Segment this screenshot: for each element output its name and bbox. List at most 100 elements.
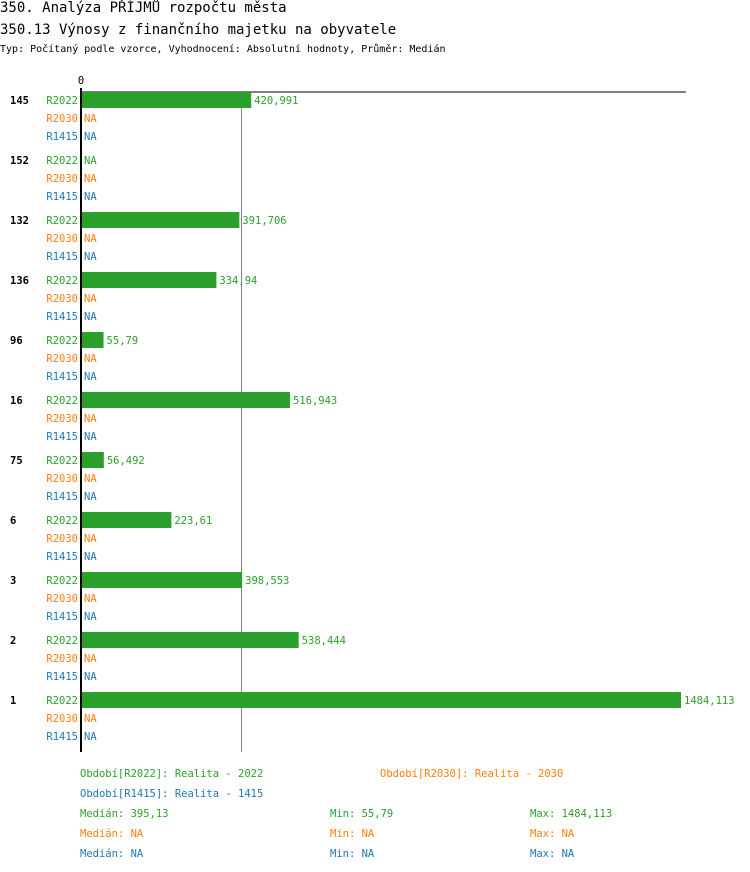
series-label: R2030 xyxy=(46,173,78,185)
bar xyxy=(81,572,243,588)
bar xyxy=(81,332,104,348)
stat-median-r2022: Medián: 395,13 xyxy=(80,808,169,820)
data-label: NA xyxy=(84,671,97,683)
bar xyxy=(81,692,681,708)
stat-max-r2030: Max: NA xyxy=(530,828,575,840)
stat-median-r2030: Medián: NA xyxy=(80,828,144,840)
stat-min-r1415: Min: NA xyxy=(330,848,375,860)
x-tick-label: 0 xyxy=(78,75,84,87)
data-label: 55,79 xyxy=(107,335,139,347)
category-label: 2 xyxy=(10,635,16,647)
series-label: R2022 xyxy=(46,695,78,707)
data-label: NA xyxy=(84,251,97,263)
bar xyxy=(81,452,104,468)
bar xyxy=(81,392,290,408)
series-label: R2030 xyxy=(46,413,78,425)
series-label: R2022 xyxy=(46,155,78,167)
category-label: 6 xyxy=(10,515,16,527)
series-label: R2030 xyxy=(46,653,78,665)
series-label: R2030 xyxy=(46,473,78,485)
data-label: NA xyxy=(84,293,97,305)
category-label: 136 xyxy=(10,275,29,287)
chart-subtitle: 350.13 Výnosy z finančního majetku na ob… xyxy=(0,22,397,38)
data-label: NA xyxy=(84,371,97,383)
data-label: 516,943 xyxy=(293,395,337,407)
series-label: R2022 xyxy=(46,515,78,527)
data-label: NA xyxy=(84,713,97,725)
data-label: NA xyxy=(84,533,97,545)
bar xyxy=(81,92,252,108)
series-label: R2030 xyxy=(46,233,78,245)
series-label: R1415 xyxy=(46,191,78,203)
series-label: R2030 xyxy=(46,353,78,365)
data-label: NA xyxy=(84,131,97,143)
data-label: NA xyxy=(84,593,97,605)
series-label: R1415 xyxy=(46,611,78,623)
series-label: R1415 xyxy=(46,731,78,743)
category-label: 145 xyxy=(10,95,29,107)
data-label: NA xyxy=(84,473,97,485)
category-label: 1 xyxy=(10,695,16,707)
series-label: R2030 xyxy=(46,533,78,545)
data-label: NA xyxy=(84,353,97,365)
stat-max-r2022: Max: 1484,113 xyxy=(530,808,613,820)
series-label: R1415 xyxy=(46,311,78,323)
data-label: NA xyxy=(84,491,97,503)
data-label: 420,991 xyxy=(254,95,298,107)
stat-max-r1415: Max: NA xyxy=(530,848,575,860)
series-label: R2022 xyxy=(46,455,78,467)
data-label: NA xyxy=(84,173,97,185)
bar xyxy=(81,212,240,228)
data-label: 538,444 xyxy=(302,635,346,647)
stat-min-r2030: Min: NA xyxy=(330,828,375,840)
series-label: R1415 xyxy=(46,431,78,443)
legend-period-r2030: Období[R2030]: Realita - 2030 xyxy=(380,768,564,780)
bar xyxy=(81,512,172,528)
data-label: NA xyxy=(84,431,97,443)
category-label: 96 xyxy=(10,335,23,347)
series-label: R1415 xyxy=(46,551,78,563)
series-label: R2022 xyxy=(46,635,78,647)
data-label: 398,553 xyxy=(245,575,289,587)
data-label: NA xyxy=(84,191,97,203)
data-label: 391,706 xyxy=(242,215,286,227)
data-label: NA xyxy=(84,311,97,323)
series-label: R1415 xyxy=(46,371,78,383)
series-label: R2030 xyxy=(46,113,78,125)
series-label: R2022 xyxy=(46,575,78,587)
series-label: R1415 xyxy=(46,131,78,143)
data-label: NA xyxy=(84,233,97,245)
legend-period-r2022: Období[R2022]: Realita - 2022 xyxy=(80,768,264,780)
series-label: R2030 xyxy=(46,713,78,725)
data-label: NA xyxy=(84,551,97,563)
category-label: 16 xyxy=(10,395,23,407)
data-label: 223,61 xyxy=(174,515,212,527)
series-label: R2022 xyxy=(46,215,78,227)
data-label: 56,492 xyxy=(107,455,145,467)
chart-info: Typ: Počítaný podle vzorce, Vyhodnocení:… xyxy=(0,44,446,55)
bar xyxy=(81,272,217,288)
data-label: NA xyxy=(84,413,97,425)
data-label: NA xyxy=(84,731,97,743)
legend-period-r1415: Období[R1415]: Realita - 1415 xyxy=(80,788,264,800)
data-label: NA xyxy=(84,155,97,167)
data-label: 334,94 xyxy=(219,275,257,287)
series-label: R2022 xyxy=(46,335,78,347)
series-label: R1415 xyxy=(46,491,78,503)
series-label: R2022 xyxy=(46,395,78,407)
stat-median-r1415: Medián: NA xyxy=(80,848,144,860)
category-label: 152 xyxy=(10,155,29,167)
category-label: 3 xyxy=(10,575,16,587)
series-label: R2030 xyxy=(46,593,78,605)
series-label: R2030 xyxy=(46,293,78,305)
category-label: 132 xyxy=(10,215,29,227)
data-label: NA xyxy=(84,653,97,665)
stat-min-r2022: Min: 55,79 xyxy=(330,808,394,820)
bar xyxy=(81,632,299,648)
category-label: 75 xyxy=(10,455,23,467)
data-label: NA xyxy=(84,113,97,125)
page-title: 350. Analýza PŘÍJMŮ rozpočtu města xyxy=(0,0,287,16)
data-label: NA xyxy=(84,611,97,623)
data-label: 1484,113 xyxy=(684,695,735,707)
